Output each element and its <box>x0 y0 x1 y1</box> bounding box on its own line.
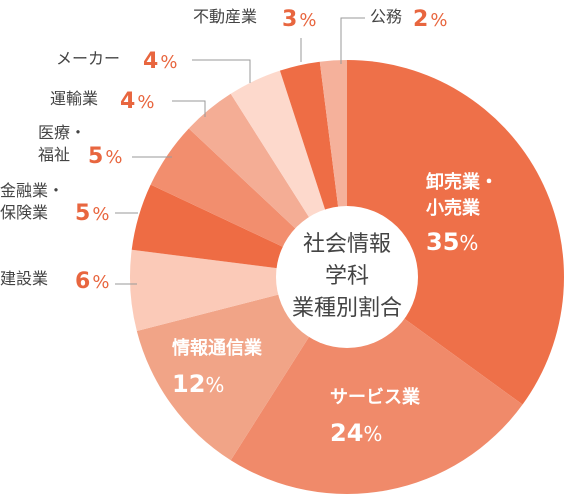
center-hole <box>276 206 418 348</box>
slice-value-1: 24% <box>330 419 382 447</box>
slice-value-7: 4% <box>143 49 177 74</box>
slice-value-9: 2% <box>413 7 447 32</box>
slice-label-7: メーカー <box>56 49 120 68</box>
center-title-line: 業種別割合 <box>292 296 402 321</box>
slice-value-6: 4% <box>120 89 154 114</box>
slice-label-3: 建設業 <box>0 269 48 288</box>
leader-line-6 <box>172 100 206 117</box>
slice-label-4: 保険業 <box>0 203 48 222</box>
slice-value-2: 12% <box>172 370 224 398</box>
pie-slice-1 <box>230 277 523 494</box>
leader-lines <box>115 17 365 285</box>
slice-value-4: 5% <box>75 201 109 226</box>
center-title-line: 学科 <box>325 264 369 289</box>
slice-label-1: サービス業 <box>330 386 421 408</box>
slice-label-8: 不動産業 <box>193 7 257 26</box>
pie-slice-0 <box>347 60 565 405</box>
slice-value-8: 3% <box>282 7 316 32</box>
slice-label-5: 福祉 <box>38 145 70 164</box>
slice-value-3: 6% <box>75 269 109 294</box>
slice-label-4: 金融業・ <box>0 181 64 200</box>
slice-labels: 卸売業・小売業 35% サービス業 24% 情報通信業 12% 建設業 6 % 金融業・保険業 5%… <box>0 7 498 447</box>
slice-label-0: 小売業 <box>426 197 481 219</box>
slice-value-5: 5% <box>88 144 122 169</box>
leader-line-9 <box>340 17 365 64</box>
slice-label-9: 公務 <box>370 7 402 26</box>
pie-slice-3 <box>129 249 347 331</box>
slice-label-0: 卸売業・ <box>426 171 498 193</box>
leader-line-7 <box>192 59 251 83</box>
slice-label-2: 情報通信業 <box>172 337 263 359</box>
center-title-line: 社会情報 <box>303 232 391 257</box>
slice-value-0: 35% <box>426 228 478 256</box>
slice-label-6: 運輸業 <box>50 89 98 108</box>
slice-label-5: 医療・ <box>38 123 86 142</box>
